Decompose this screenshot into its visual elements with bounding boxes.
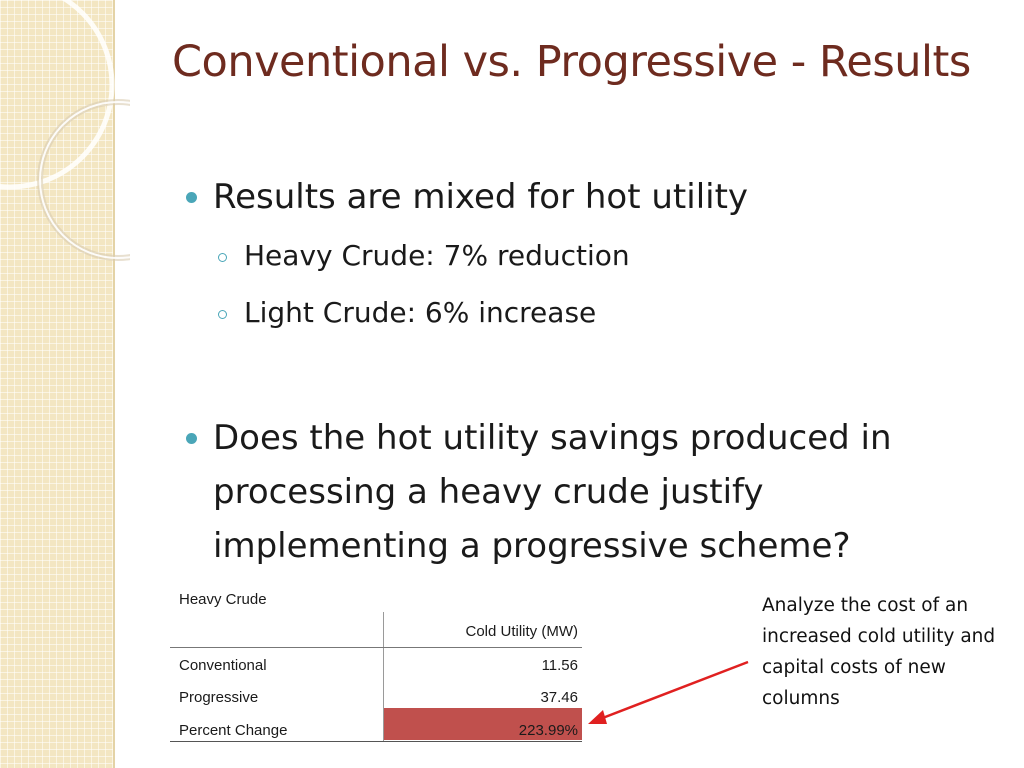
table-row-value: 223.99% [518, 722, 578, 739]
table-caption: Heavy Crude [179, 591, 267, 608]
bullet-dot-icon [186, 192, 197, 203]
strip-edge [113, 0, 115, 768]
slide-title: Conventional vs. Progressive - Results [172, 37, 971, 87]
bullet-2-text: Does the hot utility savings produced in… [213, 418, 892, 566]
bullet-1-text: Results are mixed for hot utility [213, 177, 749, 217]
sub-bullet-ring-icon [218, 253, 227, 262]
arrow-shaft [599, 660, 749, 721]
percent-change-highlight [384, 708, 582, 740]
deco-circle-large [0, 0, 115, 190]
sub-bullet-1-text: Heavy Crude: 7% reduction [244, 239, 630, 272]
bullet-dot-icon [186, 433, 197, 444]
table-row-label: Percent Change [179, 722, 288, 739]
table-row-value: 11.56 [541, 657, 578, 674]
table-row-label: Progressive [179, 689, 259, 706]
sub-bullet-2-text: Light Crude: 6% increase [244, 296, 597, 329]
table-row-value: 37.46 [540, 689, 578, 706]
table-bottom-rule [170, 741, 582, 742]
table-header-rule [170, 647, 582, 648]
decorative-circles [0, 0, 130, 261]
table-column-divider [383, 612, 384, 742]
table-column-header: Cold Utility (MW) [465, 623, 579, 640]
deco-circle-small-inner [39, 101, 130, 259]
annotation-note: Analyze the cost of an increased cold ut… [762, 595, 996, 709]
arrow-head-icon [588, 710, 607, 724]
table-row-label: Conventional [179, 657, 267, 674]
sub-bullet-ring-icon [218, 310, 227, 319]
